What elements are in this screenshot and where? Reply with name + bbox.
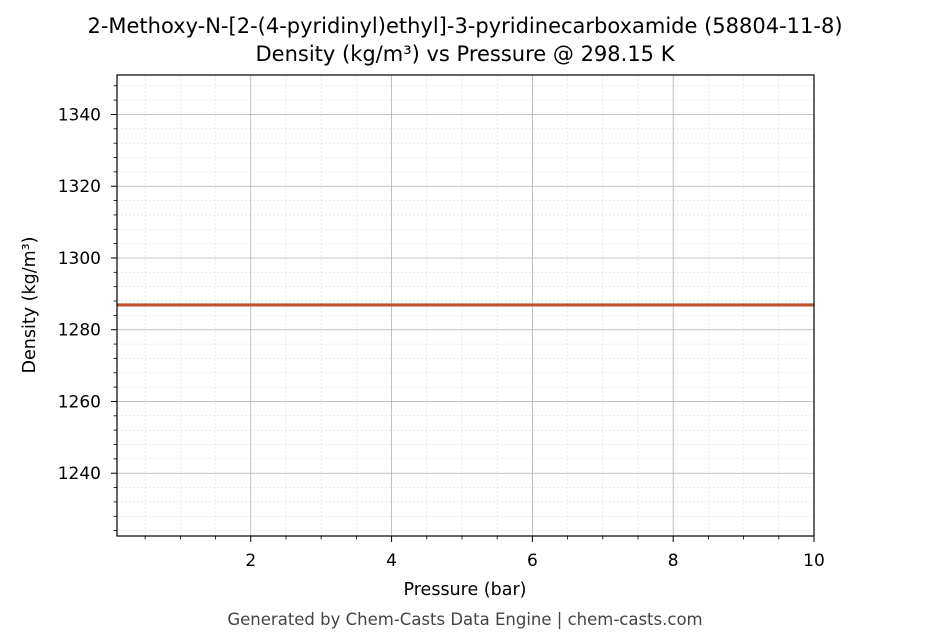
y-tick-label: 1320 bbox=[58, 177, 101, 197]
x-axis-label: Pressure (bar) bbox=[404, 580, 527, 600]
x-tick-label: 4 bbox=[386, 551, 397, 571]
chart-subtitle: Density (kg/m³) vs Pressure @ 298.15 K bbox=[255, 42, 675, 66]
y-tick-label: 1340 bbox=[58, 105, 101, 125]
y-axis-ticks: 1240 1260 1280 1300 1320 1340 bbox=[58, 85, 117, 532]
x-tick-label: 8 bbox=[668, 551, 679, 571]
y-tick-label: 1280 bbox=[58, 321, 101, 341]
plot-frame bbox=[116, 74, 815, 537]
y-tick-label: 1240 bbox=[58, 464, 101, 484]
y-tick-label: 1260 bbox=[58, 392, 101, 412]
y-tick-label: 1300 bbox=[58, 249, 101, 269]
footer-credit: Generated by Chem-Casts Data Engine | ch… bbox=[227, 610, 702, 629]
minor-grid bbox=[117, 75, 814, 536]
x-tick-label: 10 bbox=[803, 551, 825, 571]
x-axis-ticks: 2 4 6 8 10 bbox=[144, 536, 825, 571]
x-tick-label: 6 bbox=[527, 551, 538, 571]
x-tick-label: 2 bbox=[245, 551, 256, 571]
chart-title: 2-Methoxy-N-[2-(4-pyridinyl)ethyl]-3-pyr… bbox=[87, 14, 842, 38]
y-axis-label: Density (kg/m³) bbox=[20, 237, 40, 374]
